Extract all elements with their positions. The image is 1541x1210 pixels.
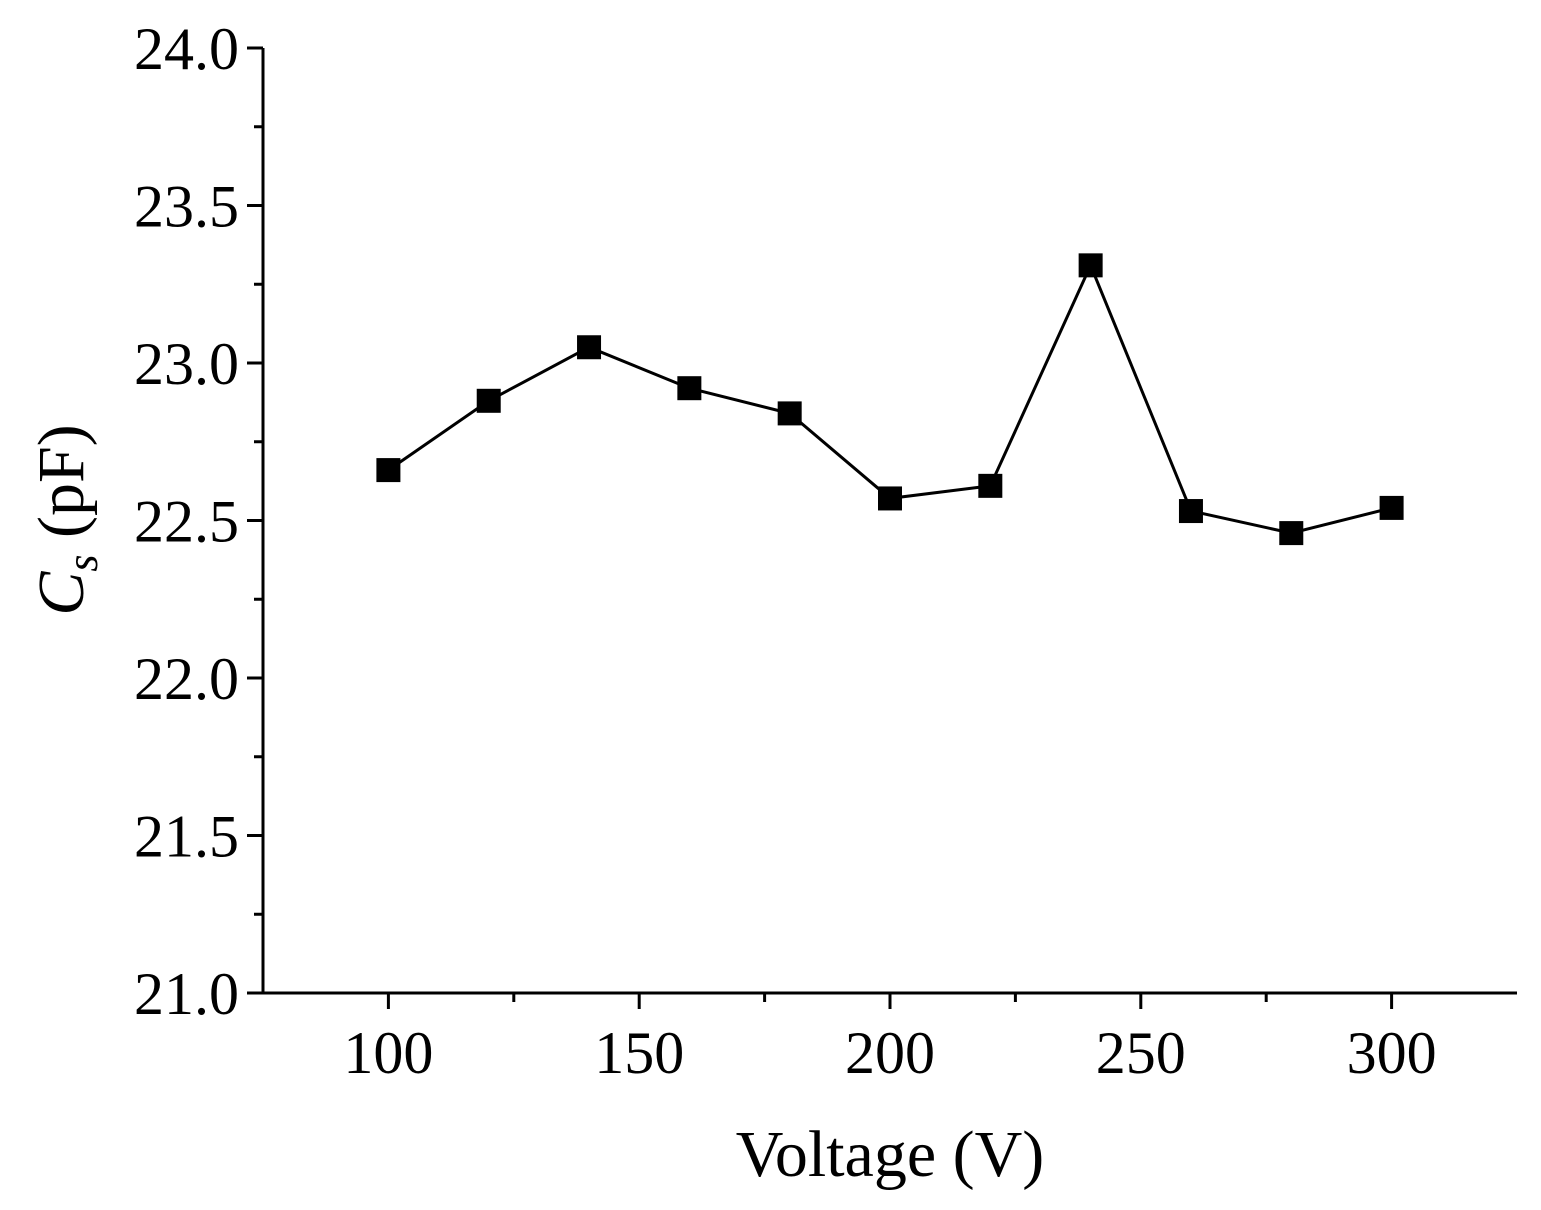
y-axis-title-symbol: C xyxy=(25,571,98,616)
data-point-marker xyxy=(476,388,501,413)
x-ticks: 100 150 200 250 300 xyxy=(343,993,1437,1086)
y-ticks: 21.0 21.5 22.0 22.5 23.0 23.5 24.0 xyxy=(134,16,263,1027)
x-tick-label: 250 xyxy=(1096,1020,1186,1086)
axes xyxy=(261,48,1517,995)
data-point-marker xyxy=(878,486,902,511)
y-axis-title-subscript: s xyxy=(58,555,107,572)
data-point-marker xyxy=(1178,499,1203,524)
series-layer xyxy=(376,253,1404,546)
data-point-marker xyxy=(1279,521,1304,546)
y-axis-title-unit: (pF) xyxy=(25,424,98,554)
x-tick-label: 200 xyxy=(845,1020,935,1086)
y-tick-label: 22.0 xyxy=(134,646,239,712)
x-tick-label: 100 xyxy=(343,1020,433,1086)
data-point-marker xyxy=(1379,495,1404,520)
x-axis-title: Voltage (V) xyxy=(736,1118,1045,1191)
data-point-marker xyxy=(577,335,602,360)
y-tick-label: 21.5 xyxy=(134,804,239,870)
data-point-marker xyxy=(677,376,702,401)
data-point-marker xyxy=(1078,253,1103,278)
y-axis-title: Cs (pF) xyxy=(25,424,107,615)
data-point-marker xyxy=(777,401,802,426)
y-tick-label: 21.0 xyxy=(134,961,239,1027)
x-tick-label: 300 xyxy=(1347,1020,1437,1086)
y-tick-label: 23.5 xyxy=(134,174,239,240)
data-point-marker xyxy=(376,458,401,483)
x-tick-label: 150 xyxy=(594,1020,684,1086)
y-tick-label: 22.5 xyxy=(134,489,239,555)
y-tick-label: 24.0 xyxy=(134,16,239,82)
y-tick-label: 23.0 xyxy=(134,331,239,397)
data-point-marker xyxy=(978,473,1003,498)
